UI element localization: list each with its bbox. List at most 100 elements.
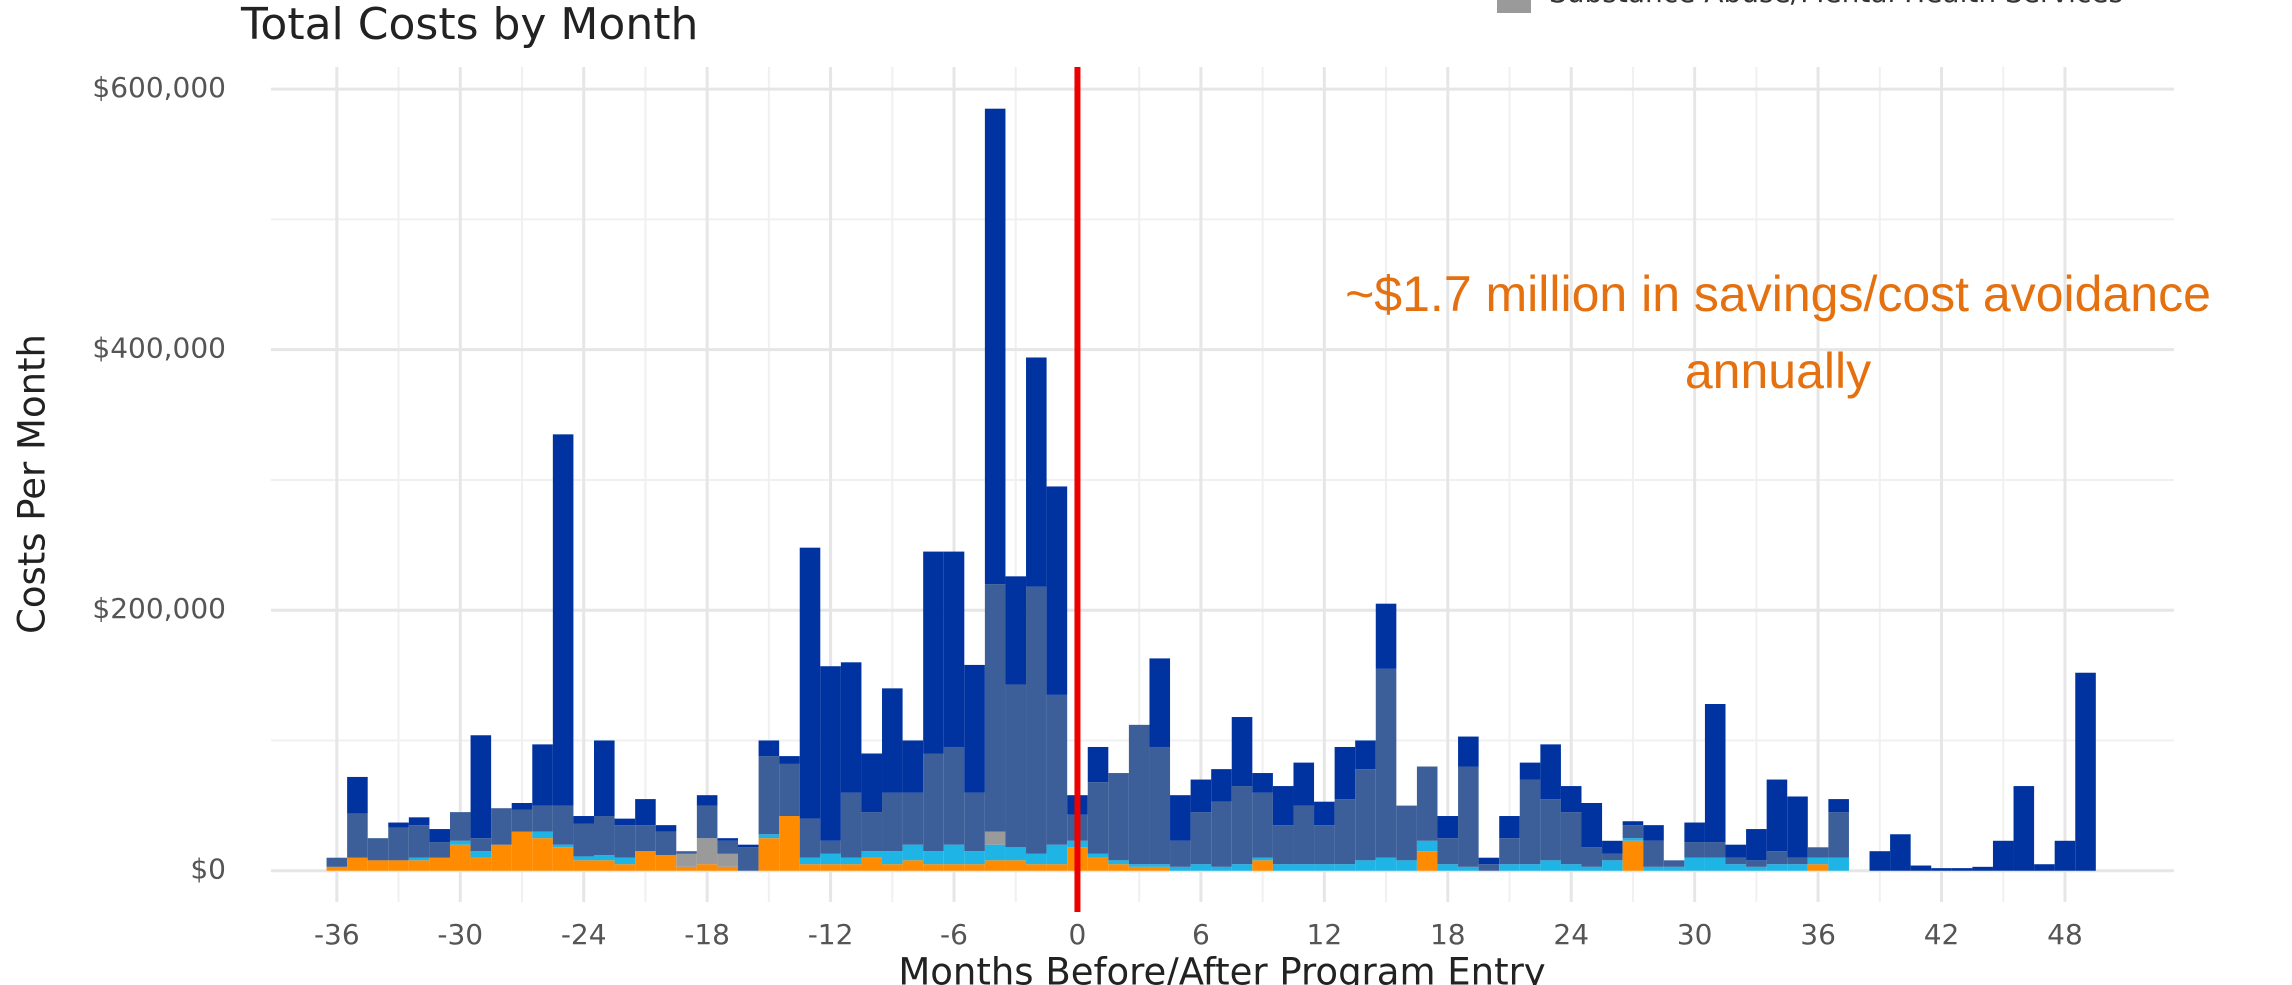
bar-segment xyxy=(1766,864,1788,871)
bar-segment xyxy=(717,840,739,854)
bar-segment xyxy=(779,756,800,764)
bar-segment xyxy=(696,838,718,865)
bar-segment xyxy=(1643,866,1664,871)
bar-segment xyxy=(1807,847,1829,858)
bar-segment xyxy=(532,838,553,871)
bar-segment xyxy=(1087,853,1109,858)
legend-swatch xyxy=(1497,0,1531,13)
bar-segment xyxy=(1560,864,1582,871)
bar-segment xyxy=(1046,694,1068,845)
bar-segment xyxy=(717,866,739,871)
bar-segment xyxy=(1375,668,1397,858)
bar-segment xyxy=(779,816,800,871)
bar-segment xyxy=(1890,834,1911,871)
bar-segment xyxy=(964,864,985,871)
x-tick-label: -36 xyxy=(314,918,360,951)
bar-segment xyxy=(635,825,656,852)
bar-segment xyxy=(1992,840,2014,871)
bar-segment xyxy=(1128,724,1150,865)
bar-segment xyxy=(840,662,862,793)
bar-segment xyxy=(326,866,348,871)
bar-segment xyxy=(408,825,430,858)
bar-segment xyxy=(738,844,759,848)
bar-segment xyxy=(1746,860,1767,867)
bar-segment xyxy=(1026,357,1047,587)
bar-segment xyxy=(1005,576,1027,685)
bar-segment xyxy=(1334,864,1356,871)
y-tick-label: $0 xyxy=(190,853,226,886)
bar-segment xyxy=(717,838,739,841)
bar-segment xyxy=(1355,740,1376,770)
bar-segment xyxy=(799,857,821,865)
bar-segment xyxy=(758,740,780,757)
bar-segment xyxy=(1704,703,1726,843)
bar-segment xyxy=(676,853,697,867)
bar-segment xyxy=(1560,786,1582,813)
bar-segment xyxy=(882,851,903,865)
bar-segment xyxy=(1170,866,1191,871)
bar-segment xyxy=(1190,812,1212,865)
bar-segment xyxy=(1560,812,1582,865)
bar-segment xyxy=(429,842,450,858)
bar-segment xyxy=(573,860,594,871)
bar-segment xyxy=(1684,842,1705,858)
bar-segment xyxy=(511,809,533,832)
bar-segment xyxy=(1828,812,1849,858)
bar-segment xyxy=(1334,799,1356,865)
bar-segment xyxy=(1828,857,1849,871)
bar-segment xyxy=(779,763,800,817)
x-tick-label: 0 xyxy=(1069,918,1087,951)
bar-segment xyxy=(470,851,492,858)
x-tick-label: -18 xyxy=(684,918,730,951)
bar-segment xyxy=(984,108,1006,585)
bar-segment xyxy=(1725,864,1747,871)
bar-segment xyxy=(635,799,656,826)
bar-segment xyxy=(470,735,492,839)
bar-segment xyxy=(2054,840,2076,871)
bar-segment xyxy=(1396,860,1417,871)
bar-segment xyxy=(1128,864,1150,867)
bar-segment xyxy=(1622,825,1644,839)
x-tick-label: 36 xyxy=(1800,918,1836,951)
bar-segment xyxy=(1622,838,1644,841)
bar-segment xyxy=(1663,866,1685,871)
bar-segment xyxy=(1581,847,1603,867)
bar-segment xyxy=(1458,736,1479,767)
bar-segment xyxy=(696,864,718,871)
bar-segment xyxy=(1540,860,1561,871)
bar-segment xyxy=(964,664,985,793)
bar-segment xyxy=(367,860,389,871)
bar-segment xyxy=(1026,853,1047,865)
bar-segment xyxy=(1828,799,1849,813)
bar-segment xyxy=(1355,769,1376,861)
bar-segment xyxy=(676,851,697,854)
bar-segment xyxy=(532,744,553,806)
bar-segment xyxy=(388,860,409,871)
bar-segment xyxy=(696,795,718,806)
bar-segment xyxy=(1684,857,1705,871)
bar-segment xyxy=(943,551,965,747)
bar-segment xyxy=(1252,857,1273,861)
bar-segment xyxy=(1211,769,1232,802)
bar-segment xyxy=(552,805,574,845)
bar-segment xyxy=(738,847,759,871)
bar-segment xyxy=(1231,864,1253,871)
bar-segment xyxy=(840,792,862,858)
x-tick-label: 30 xyxy=(1677,918,1713,951)
bar-segment xyxy=(799,864,821,871)
bar-segment xyxy=(593,860,615,871)
chart-title: Total Costs by Month xyxy=(240,0,698,50)
bar-segment xyxy=(1087,746,1109,783)
bar-segment xyxy=(1108,864,1129,871)
bar-segment xyxy=(614,857,636,865)
bar-segment xyxy=(1663,860,1685,867)
bar-segment xyxy=(758,756,780,835)
bar-segment xyxy=(552,844,574,848)
bar-segment xyxy=(573,823,594,857)
bar-segment xyxy=(943,746,965,845)
bar-segment xyxy=(1458,766,1479,867)
bar-segment xyxy=(1190,779,1212,813)
bar-segment xyxy=(593,855,615,861)
x-tick-label: -30 xyxy=(437,918,483,951)
bar-segment xyxy=(902,844,924,861)
